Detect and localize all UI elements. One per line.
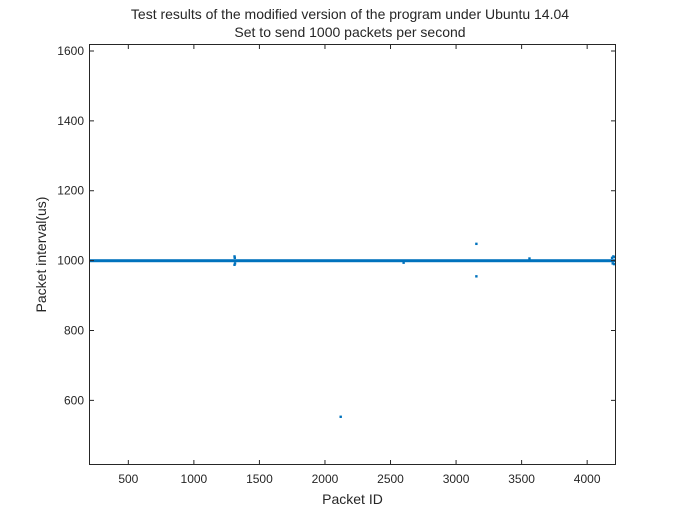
x-axis-label: Packet ID	[322, 491, 383, 507]
y-tick-label: 1600	[57, 44, 84, 58]
y-tick-label: 600	[64, 393, 84, 407]
y-tick-label: 1200	[57, 184, 84, 198]
data-point	[611, 262, 614, 265]
data-point	[612, 255, 615, 258]
plot-frame	[89, 44, 616, 465]
data-point	[233, 263, 236, 267]
data-point	[233, 256, 236, 260]
x-tick-label: 3500	[508, 472, 535, 486]
data-point	[612, 262, 616, 266]
x-tick-label: 1500	[246, 472, 273, 486]
x-tick-label: 1000	[181, 472, 208, 486]
data-point	[475, 242, 478, 246]
series-layer	[89, 242, 616, 418]
chart-subtitle: Set to send 1000 packets per second	[234, 24, 465, 40]
x-tick-label: 3000	[443, 472, 470, 486]
data-point	[610, 256, 614, 260]
data-point	[613, 255, 616, 259]
y-axis-label: Packet interval(us)	[33, 197, 49, 313]
y-tick-label: 1400	[57, 114, 84, 128]
y-tick-label: 1000	[57, 254, 84, 268]
data-point	[233, 255, 236, 258]
series-baseline-band	[89, 259, 616, 263]
plot-area	[89, 44, 616, 465]
chart-title: Test results of the modified version of …	[131, 6, 569, 22]
x-tick-label: 2000	[312, 472, 339, 486]
y-tick-label: 800	[64, 323, 84, 337]
data-point	[339, 415, 342, 418]
x-tick-label: 500	[118, 472, 138, 486]
data-point	[402, 261, 405, 264]
x-tick-label: 4000	[574, 472, 601, 486]
data-point	[528, 257, 531, 260]
data-point	[475, 275, 478, 278]
x-tick-label: 2500	[377, 472, 404, 486]
data-point	[233, 262, 237, 265]
